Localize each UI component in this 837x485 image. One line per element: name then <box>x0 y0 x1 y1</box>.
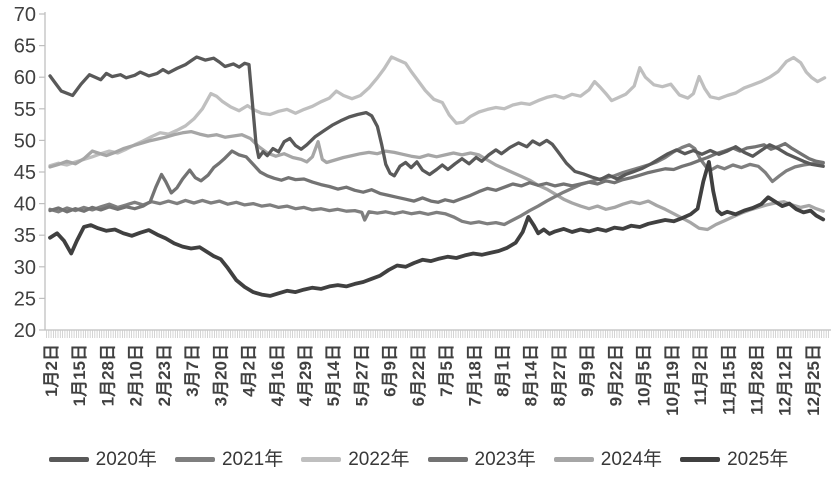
x-tick-label: 2月10日 <box>127 344 146 406</box>
x-tick-label: 8月14日 <box>522 344 541 406</box>
legend-label: 2024年 <box>600 449 663 470</box>
y-tick-label: 40 <box>14 194 36 216</box>
legend-swatch-2023年 <box>427 457 468 462</box>
y-tick-label: 55 <box>14 99 36 121</box>
legend-item-2023年: 2023年 <box>427 449 536 470</box>
x-tick-label: 12月12日 <box>776 344 795 416</box>
x-tick-label: 8月27日 <box>550 344 569 406</box>
y-tick-label: 35 <box>14 225 36 247</box>
x-tick-label: 2月23日 <box>155 344 174 406</box>
x-tick-label: 9月22日 <box>606 344 625 406</box>
series-line-2025年 <box>48 159 826 298</box>
x-tick-label: 11月2日 <box>691 344 710 405</box>
y-tick-label: 20 <box>14 320 36 342</box>
x-tick-label: 6月22日 <box>409 344 428 406</box>
x-tick-label: 4月16日 <box>268 344 287 406</box>
y-tick-label: 50 <box>14 130 36 152</box>
y-tick-label: 30 <box>14 257 36 279</box>
y-tick-label: 45 <box>14 162 36 184</box>
plot-svg: 70 65 60 55 50 45 40 35 30 25 20 1月2日 1月15日 1月28日 2月10… <box>14 4 831 416</box>
x-tick-label: 7月5日 <box>437 344 456 397</box>
series-line-2023年 <box>48 141 825 214</box>
legend-item-2021年: 2021年 <box>174 449 284 470</box>
legend-item-2024年: 2024年 <box>553 449 663 470</box>
series-line-2022年 <box>48 55 827 168</box>
x-tick-label: 10月19日 <box>663 344 682 416</box>
chart-legend: 2020年 2021年 2022年 2023年 2024年 2025年 <box>0 450 837 469</box>
y-tick-label: 70 <box>14 4 36 26</box>
legend-swatch-2020年 <box>48 457 89 462</box>
x-tick-label: 11月15日 <box>719 344 738 415</box>
series-line-2020年 <box>48 55 825 182</box>
legend-label: 2023年 <box>474 449 536 470</box>
x-tick-label: 1月2日 <box>42 344 61 397</box>
legend-label: 2020年 <box>95 449 157 470</box>
x-tick-label: 1月15日 <box>70 344 89 406</box>
x-tick-label: 3月7日 <box>183 344 202 397</box>
x-tick-label: 12月25日 <box>804 344 823 416</box>
x-tick-label: 4月29日 <box>296 344 315 406</box>
x-tick-label: 9月9日 <box>578 344 597 397</box>
legend-label: 2021年 <box>221 449 284 470</box>
legend-label: 2022年 <box>348 449 410 470</box>
x-tick-label: 7月18日 <box>465 344 484 406</box>
x-tick-label: 5月14日 <box>324 344 343 406</box>
x-tick-label: 6月9日 <box>381 344 400 397</box>
legend-item-2025年: 2025年 <box>680 450 788 469</box>
x-tick-label: 11月28日 <box>748 344 767 415</box>
series-line-2024年 <box>48 129 825 232</box>
legend-swatch-2025年 <box>680 457 721 462</box>
y-tick-label: 25 <box>14 288 36 310</box>
legend-swatch-2022年 <box>301 457 342 462</box>
legend-item-2022年: 2022年 <box>301 449 410 470</box>
x-tick-label: 8月1日 <box>494 344 513 397</box>
legend-label: 2025年 <box>727 449 789 470</box>
y-tick-label: 60 <box>14 67 36 89</box>
x-tick-label: 4月2日 <box>240 344 259 397</box>
x-tick-label: 5月27日 <box>352 344 371 406</box>
x-tick-label: 10月5日 <box>635 344 654 406</box>
y-tick-label: 65 <box>14 36 36 58</box>
x-tick-label: 3月20日 <box>211 344 230 406</box>
legend-item-2020年: 2020年 <box>48 449 157 470</box>
x-tick-label: 1月28日 <box>98 344 117 406</box>
legend-swatch-2021年 <box>174 457 215 462</box>
legend-swatch-2024年 <box>553 457 594 462</box>
